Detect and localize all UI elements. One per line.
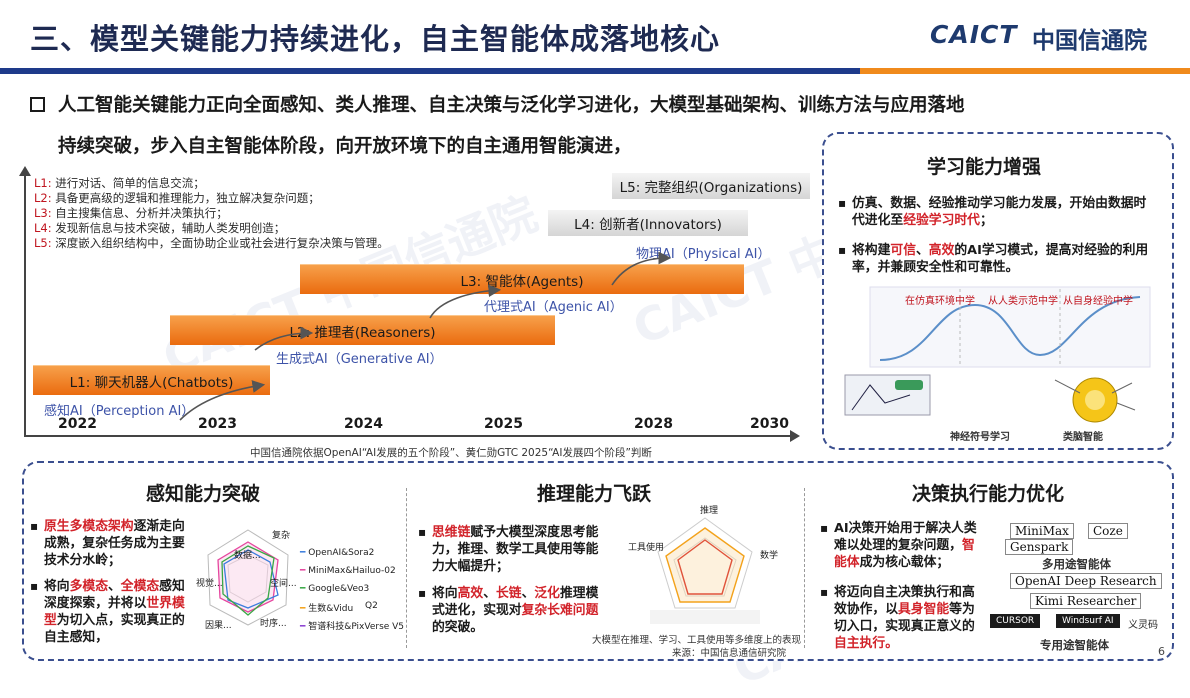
legend-item: ━ Google&Veo3: [300, 584, 370, 594]
stage-progress-arrows: [179, 251, 672, 421]
perception-bullet-1: 原生多模态架构逐渐走向成熟，复杂任务成为主要技术分水岭；: [30, 518, 196, 569]
fig-caption-braininspired: 类脑智能: [1063, 432, 1103, 443]
decision-title: 决策执行能力优化: [912, 483, 1065, 505]
chart-x-arrow-icon: [790, 430, 800, 442]
column-divider: [406, 488, 407, 648]
radar-axis-label: 因果...: [205, 621, 232, 631]
year-label: 2025: [484, 416, 523, 432]
level-code: L4:: [34, 221, 52, 235]
level-desc: 进行对话、简单的信息交流；: [55, 176, 205, 190]
chart-source-caption: 中国信通院依据OpenAI“AI发展的五个阶段”、黄仁勋GTC 2025“AI发…: [250, 447, 652, 459]
radar-axis-label: 空间...: [270, 579, 297, 589]
logo-caict: CAICT: [930, 20, 1018, 49]
reasoning-bullet-2: 将向高效、长链、泛化推理模式进化，实现对复杂长难问题的突破。: [418, 585, 604, 636]
radar-axis-label: 复杂: [272, 531, 291, 541]
stage-bar-l5: L5: 完整组织(Organizations): [612, 173, 810, 199]
reasoning-radar-chart: [650, 517, 760, 624]
stage-bar-l3: L3: 智能体(Agents): [300, 264, 744, 294]
fig-label-sim: 在仿真环境中学: [905, 296, 975, 307]
level-code: L1:: [34, 176, 52, 190]
lead-text-line2: 持续突破，步入自主智能体阶段，向开放环境下的自主通用智能演进，: [58, 136, 632, 157]
year-label: 2030: [750, 416, 789, 432]
brand-cursor: CURSOR: [990, 614, 1041, 628]
radar-axis-label: 工具使用: [628, 543, 665, 553]
level-desc: 发现新信息与技术突破，辅助人类发明创造；: [55, 221, 286, 235]
reasoning-figure-caption: 大模型在推理、学习、工具使用等多维度上的表现: [592, 635, 802, 646]
radar-axis-label: 推理: [700, 506, 719, 516]
ai-type-agentic: 代理式AI（Agenic AI）: [484, 300, 623, 315]
reasoning-bullet-1: 思维链赋予大模型深度思考能力，推理、数学工具使用等能力大幅提升；: [418, 524, 604, 575]
ai-type-perception: 感知AI（Perception AI）: [44, 404, 195, 419]
decision-bullet-1: AI决策开始用于解决人类难以处理的复杂问题，智能体成为核心载体；: [820, 520, 986, 571]
learning-panel-title: 学习能力增强: [927, 156, 1042, 178]
perception-bullet-2: 将向多模态、全模态感知深度探索，并将以世界模型为切入点，实现真正的自主感知，: [30, 578, 196, 646]
logo-cn: 中国信通院: [1032, 28, 1147, 54]
legend-item: ━ MiniMax&Hailuo-02: [300, 566, 396, 576]
fig-caption-neurosymbolic: 神经符号学习: [950, 432, 1010, 443]
year-label: 2023: [198, 416, 237, 432]
reasoning-figure-source: 来源：中国信息通信研究院: [672, 648, 787, 659]
radar-axis-label: 数学: [760, 551, 779, 561]
radar-axis-label: 时序...: [260, 619, 287, 629]
level-definition: L4: 发现新信息与技术突破，辅助人类发明创造；: [34, 220, 285, 236]
decision-bullet-2: 将迈向自主决策执行和高效协作，以具身智能等为切入口，实现真正意义的自主执行。: [820, 584, 986, 652]
brand-genspark: Genspark: [1005, 539, 1074, 555]
learning-bullet-1: 仿真、数据、经验推动学习能力发展，开始由数据时代进化至经验学习时代；: [838, 195, 1157, 229]
legend-item-extra: Q2: [365, 601, 378, 611]
chart-y-arrow-icon: [19, 166, 31, 176]
page-title: 三、模型关键能力持续进化，自主智能体成落地核心: [30, 22, 721, 56]
brand-coze: Coze: [1088, 523, 1128, 539]
brand-openai-deep-research: OpenAI Deep Research: [1010, 573, 1162, 589]
level-code: L5:: [34, 236, 52, 250]
header-divider: [0, 68, 1190, 74]
learning-bullet-2: 将构建可信、高效的AI学习模式，提高对经验的利用率，并兼顾安全性和可靠性。: [838, 242, 1157, 276]
level-code: L2:: [34, 191, 52, 205]
year-label: 2024: [344, 416, 383, 432]
stage-bar-l1: L1: 聊天机器人(Chatbots): [33, 365, 270, 395]
level-desc: 深度嵌入组织结构中，全面协助企业或社会进行复杂决策与管理。: [55, 236, 389, 250]
chart-x-axis: [24, 435, 792, 437]
learning-curve-figure: [844, 286, 1151, 423]
reasoning-title: 推理能力飞跃: [537, 483, 652, 505]
level-desc: 自主搜集信息、分析并决策执行；: [55, 206, 228, 220]
level-definition: L2: 具备更高级的逻辑和推理能力，独立解决复杂问题；: [34, 190, 320, 206]
legend-item: ━ 智谱科技&PixVerse V5: [300, 622, 405, 632]
chart-y-axis: [24, 175, 26, 437]
level-definition: L5: 深度嵌入组织结构中，全面协助企业或社会进行复杂决策与管理。: [34, 235, 389, 251]
perception-title: 感知能力突破: [146, 483, 261, 505]
brand-kimi-researcher: Kimi Researcher: [1030, 593, 1142, 609]
special-agent-label: 专用途智能体: [1040, 638, 1109, 652]
brand-minimax: MiniMax: [1010, 523, 1074, 539]
legend-item: ━ 生数&Vidu: [300, 604, 354, 614]
brand-windsurf: Windsurf AI: [1056, 614, 1120, 628]
fig-label-demo: 从人类示范中学: [988, 296, 1058, 307]
ai-type-generative: 生成式AI（Generative AI）: [276, 352, 443, 367]
stage-bar-l4: L4: 创新者(Innovators): [548, 210, 748, 236]
level-desc: 具备更高级的逻辑和推理能力，独立解决复杂问题；: [55, 191, 320, 205]
year-label: 2028: [634, 416, 673, 432]
level-definition: L1: 进行对话、简单的信息交流；: [34, 175, 205, 191]
radar-axis-label: 视觉...: [196, 579, 223, 589]
bullet-square-icon: [30, 97, 45, 112]
column-divider: [804, 488, 805, 648]
page-number: 6: [1158, 645, 1165, 658]
lead-text-line1: 人工智能关键能力正向全面感知、类人推理、自主决策与泛化学习进化，大模型基础架构、…: [58, 95, 965, 116]
fig-label-exp: 从自身经验中学: [1063, 296, 1133, 307]
general-agent-label: 多用途智能体: [1042, 557, 1111, 571]
brand-yilingma: 义灵码: [1128, 620, 1158, 631]
level-code: L3:: [34, 206, 52, 220]
radar-axis-label: 数据...: [234, 551, 261, 561]
perception-radar-chart: [207, 529, 289, 626]
legend-item: ━ OpenAI&Sora2: [300, 548, 375, 558]
header-accent: [860, 68, 1190, 74]
stage-bar-l2: L2: 推理者(Reasoners): [170, 315, 555, 345]
year-label: 2022: [58, 416, 97, 432]
level-definition: L3: 自主搜集信息、分析并决策执行；: [34, 205, 228, 221]
